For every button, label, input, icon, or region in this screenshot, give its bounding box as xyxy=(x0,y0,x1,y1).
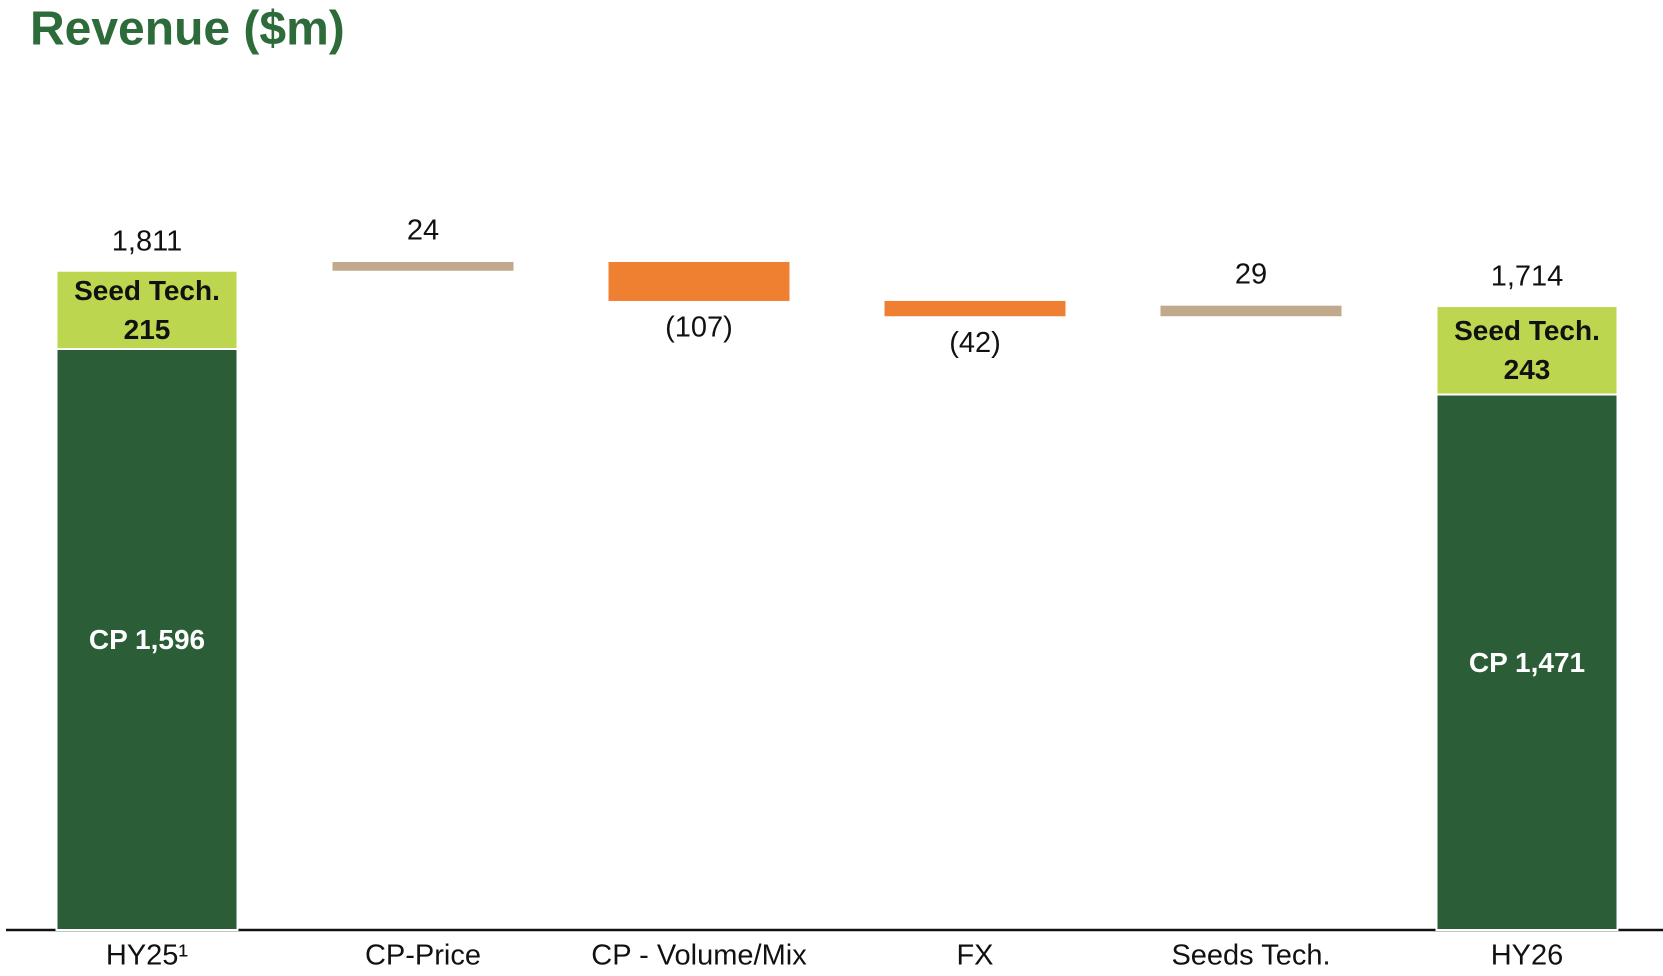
change-label: 24 xyxy=(407,215,439,247)
segment-label: Seed Tech. 243 xyxy=(1454,315,1600,386)
bar-segment xyxy=(55,269,239,351)
segment-label-box: CP 1,471 xyxy=(1468,646,1586,678)
change-bar xyxy=(332,262,514,271)
total-label: 1,811 xyxy=(112,225,182,257)
bar-segment xyxy=(55,348,239,931)
x-tick-label: HY25¹ xyxy=(106,940,189,972)
x-tick-label: CP-Price xyxy=(365,940,481,972)
x-tick-label: HY26 xyxy=(1491,940,1564,972)
change-label: (107) xyxy=(665,312,733,344)
change-bar xyxy=(884,300,1066,317)
change-bar xyxy=(1160,305,1342,317)
segment-label-box: CP 1,596 xyxy=(88,623,206,655)
bar-segment xyxy=(1435,393,1619,932)
segment-label: CP 1,596 xyxy=(88,623,206,655)
bar-segment xyxy=(1435,305,1619,396)
x-tick-label: Seeds Tech. xyxy=(1171,940,1330,972)
change-label: 29 xyxy=(1235,258,1267,290)
segment-label: CP 1,471 xyxy=(1468,646,1586,678)
segment-label-box: Seed Tech. 243 xyxy=(1454,315,1600,386)
segment-label: Seed Tech. 215 xyxy=(74,274,220,345)
x-tick-label: CP - Volume/Mix xyxy=(591,940,807,972)
chart-title: Revenue ($m) xyxy=(30,3,345,56)
segment-label-box: Seed Tech. 215 xyxy=(74,274,220,345)
change-label: (42) xyxy=(949,327,1001,359)
x-tick-label: FX xyxy=(956,940,993,972)
change-bar xyxy=(608,262,790,301)
total-label: 1,714 xyxy=(1491,261,1564,293)
